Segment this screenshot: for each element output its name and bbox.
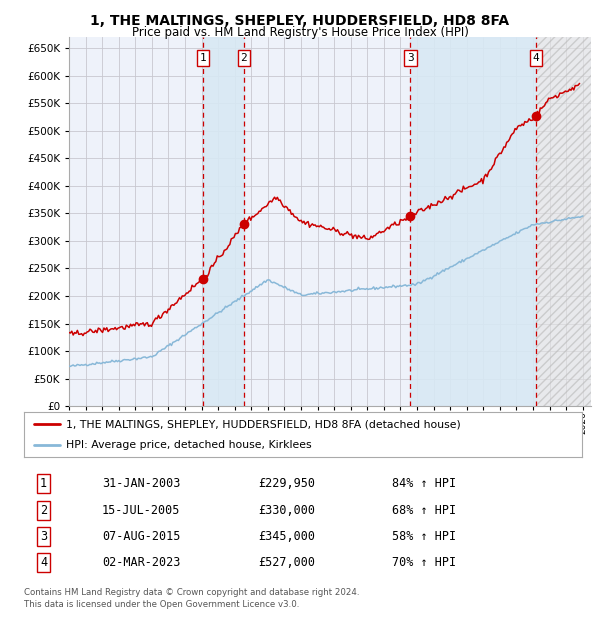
Text: 15-JUL-2005: 15-JUL-2005 (102, 503, 181, 516)
Text: 3: 3 (407, 53, 414, 63)
Text: £330,000: £330,000 (259, 503, 316, 516)
Text: 4: 4 (532, 53, 539, 63)
Text: HPI: Average price, detached house, Kirklees: HPI: Average price, detached house, Kirk… (66, 440, 311, 450)
Text: 68% ↑ HPI: 68% ↑ HPI (392, 503, 457, 516)
Text: Price paid vs. HM Land Registry's House Price Index (HPI): Price paid vs. HM Land Registry's House … (131, 26, 469, 39)
Bar (536, 37, 591, 406)
Text: 31-JAN-2003: 31-JAN-2003 (102, 477, 181, 490)
Bar (203, 37, 244, 406)
Text: 3: 3 (40, 530, 47, 543)
Text: 1, THE MALTINGS, SHEPLEY, HUDDERSFIELD, HD8 8FA: 1, THE MALTINGS, SHEPLEY, HUDDERSFIELD, … (91, 14, 509, 28)
Text: 07-AUG-2015: 07-AUG-2015 (102, 530, 181, 543)
Text: 1: 1 (40, 477, 47, 490)
Text: This data is licensed under the Open Government Licence v3.0.: This data is licensed under the Open Gov… (24, 600, 299, 609)
Text: 84% ↑ HPI: 84% ↑ HPI (392, 477, 457, 490)
Text: £527,000: £527,000 (259, 556, 316, 569)
Text: 1, THE MALTINGS, SHEPLEY, HUDDERSFIELD, HD8 8FA (detached house): 1, THE MALTINGS, SHEPLEY, HUDDERSFIELD, … (66, 419, 461, 430)
Text: 2: 2 (40, 503, 47, 516)
Text: 2: 2 (240, 53, 247, 63)
Text: 58% ↑ HPI: 58% ↑ HPI (392, 530, 457, 543)
Text: 02-MAR-2023: 02-MAR-2023 (102, 556, 181, 569)
Text: £229,950: £229,950 (259, 477, 316, 490)
Text: Contains HM Land Registry data © Crown copyright and database right 2024.: Contains HM Land Registry data © Crown c… (24, 588, 359, 597)
Text: 70% ↑ HPI: 70% ↑ HPI (392, 556, 457, 569)
Text: 1: 1 (200, 53, 206, 63)
Text: £345,000: £345,000 (259, 530, 316, 543)
Text: 4: 4 (40, 556, 47, 569)
Bar (410, 37, 536, 406)
